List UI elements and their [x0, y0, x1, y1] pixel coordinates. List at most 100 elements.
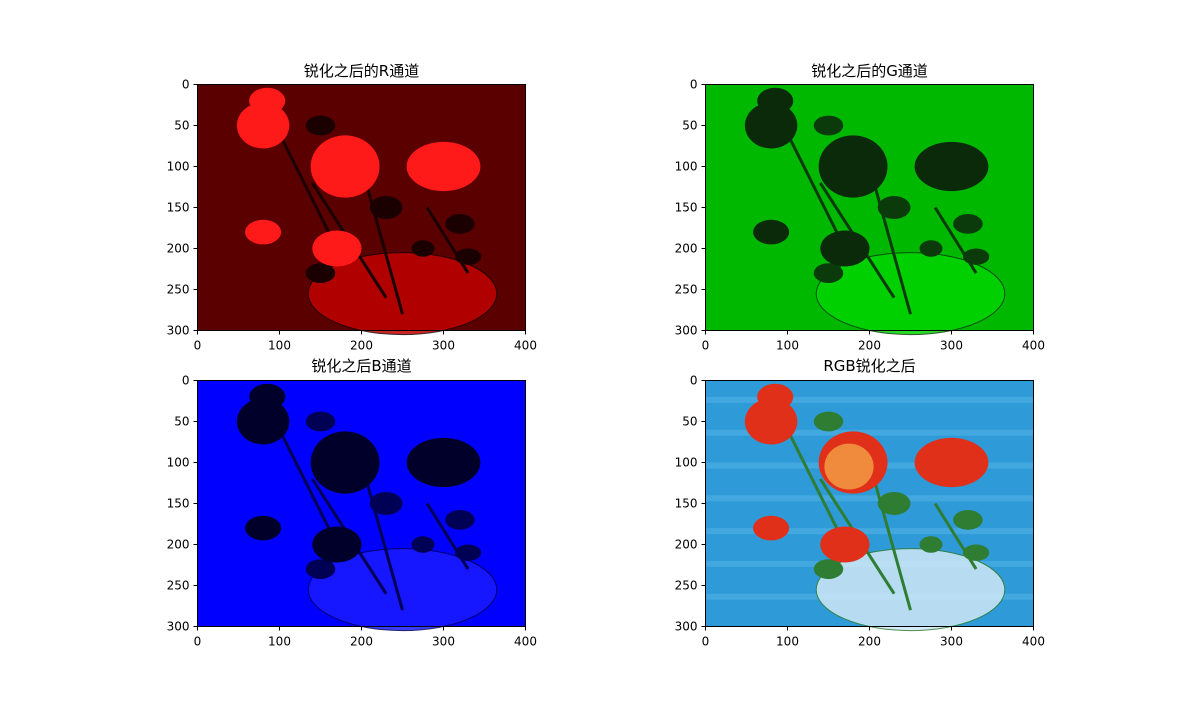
x-tick-label: 400 [1022, 339, 1045, 353]
leaf [445, 214, 475, 234]
leaf [305, 411, 336, 432]
flower [245, 515, 282, 541]
leaf [411, 536, 435, 553]
x-tick-label: 100 [776, 339, 799, 353]
water-streak [705, 396, 1034, 403]
leaf [305, 263, 336, 283]
y-tick-label: 100 [675, 456, 698, 470]
flower [753, 219, 790, 245]
y-tick-label: 250 [675, 283, 698, 297]
y-tick-label: 200 [167, 538, 190, 552]
y-tick-label: 250 [167, 283, 190, 297]
flower [236, 102, 290, 149]
stem [278, 429, 339, 546]
leaf [411, 240, 435, 257]
image-content [705, 380, 1034, 632]
x-tick-label: 300 [432, 635, 455, 649]
flower [744, 398, 798, 445]
stem [786, 133, 847, 250]
flower [914, 437, 989, 488]
y-tick-label: 200 [675, 538, 698, 552]
flower [310, 431, 380, 494]
stem [868, 462, 912, 611]
x-tick-label: 100 [268, 635, 291, 649]
y-tick-label: 100 [167, 456, 190, 470]
y-tick-label: 100 [167, 160, 190, 174]
flower [312, 230, 362, 267]
leaf [877, 196, 911, 219]
x-tick-label: 0 [702, 339, 710, 353]
y-tick-label: 100 [675, 160, 698, 174]
y-tick-label: 50 [682, 415, 697, 429]
x-tick-label: 200 [350, 339, 373, 353]
y-tick-label: 0 [690, 374, 698, 388]
x-tick-label: 300 [940, 635, 963, 649]
panel-g-channel: 锐化之后的G通道 0 100 200 300 400 0 50 100 150 200 250 300 [675, 62, 1045, 353]
panel-title: 锐化之后B通道 [311, 357, 411, 375]
flower [820, 526, 870, 563]
x-tick-label: 200 [350, 635, 373, 649]
y-tick-label: 0 [182, 374, 190, 388]
y-tick-label: 150 [167, 497, 190, 511]
y-tick-label: 50 [682, 119, 697, 133]
leaf [813, 559, 844, 579]
water-streak [705, 528, 1034, 535]
x-tick-label: 200 [858, 339, 881, 353]
flower [312, 526, 362, 563]
y-tick-label: 50 [174, 415, 189, 429]
flower [753, 515, 790, 541]
vase-shape [815, 252, 1006, 336]
x-tick-label: 0 [194, 339, 202, 353]
flower [249, 383, 286, 411]
y-tick-label: 200 [167, 242, 190, 256]
leaf [813, 411, 844, 432]
x-tick-label: 100 [776, 635, 799, 649]
y-tick-label: 150 [675, 497, 698, 511]
x-tick-label: 300 [940, 339, 963, 353]
y-tick-label: 300 [675, 324, 698, 338]
leaf [962, 544, 990, 561]
flower [757, 87, 794, 115]
flower [245, 219, 282, 245]
y-tick-label: 250 [167, 579, 190, 593]
stem [360, 462, 404, 611]
flower [914, 141, 989, 192]
leaf [305, 115, 336, 136]
flower [249, 87, 286, 115]
leaf [454, 248, 482, 265]
flower [757, 383, 794, 411]
leaf [919, 240, 943, 257]
flower [406, 141, 481, 192]
leaf [369, 492, 403, 515]
leaf [962, 248, 990, 265]
axis-ticks: 0 100 200 300 400 0 50 100 150 200 250 300 [675, 78, 1045, 353]
x-tick-label: 400 [1022, 635, 1045, 649]
y-tick-label: 250 [675, 579, 698, 593]
x-tick-label: 0 [702, 635, 710, 649]
y-tick-label: 150 [167, 201, 190, 215]
flower [310, 135, 380, 198]
water-streak [705, 429, 1034, 436]
y-tick-label: 300 [167, 620, 190, 634]
y-tick-label: 50 [174, 119, 189, 133]
x-tick-label: 400 [514, 635, 537, 649]
axis-ticks: 0 100 200 300 400 0 50 100 150 200 250 300 [167, 78, 537, 353]
x-tick-label: 0 [194, 635, 202, 649]
x-tick-label: 300 [432, 339, 455, 353]
leaf [369, 196, 403, 219]
y-tick-label: 200 [675, 242, 698, 256]
axis-ticks: 0 100 200 300 400 0 50 100 150 200 250 300 [167, 374, 537, 649]
panel-title: 锐化之后的G通道 [811, 62, 928, 80]
vase-shape [307, 548, 498, 632]
y-tick-label: 300 [675, 620, 698, 634]
image-content [197, 84, 526, 336]
leaf [877, 492, 911, 515]
panel-title: RGB锐化之后 [823, 357, 915, 375]
flower [744, 102, 798, 149]
leaf [305, 559, 336, 579]
y-tick-label: 0 [182, 78, 190, 92]
flower [236, 398, 290, 445]
leaf [919, 536, 943, 553]
leaf [953, 510, 983, 530]
y-tick-label: 150 [675, 201, 698, 215]
